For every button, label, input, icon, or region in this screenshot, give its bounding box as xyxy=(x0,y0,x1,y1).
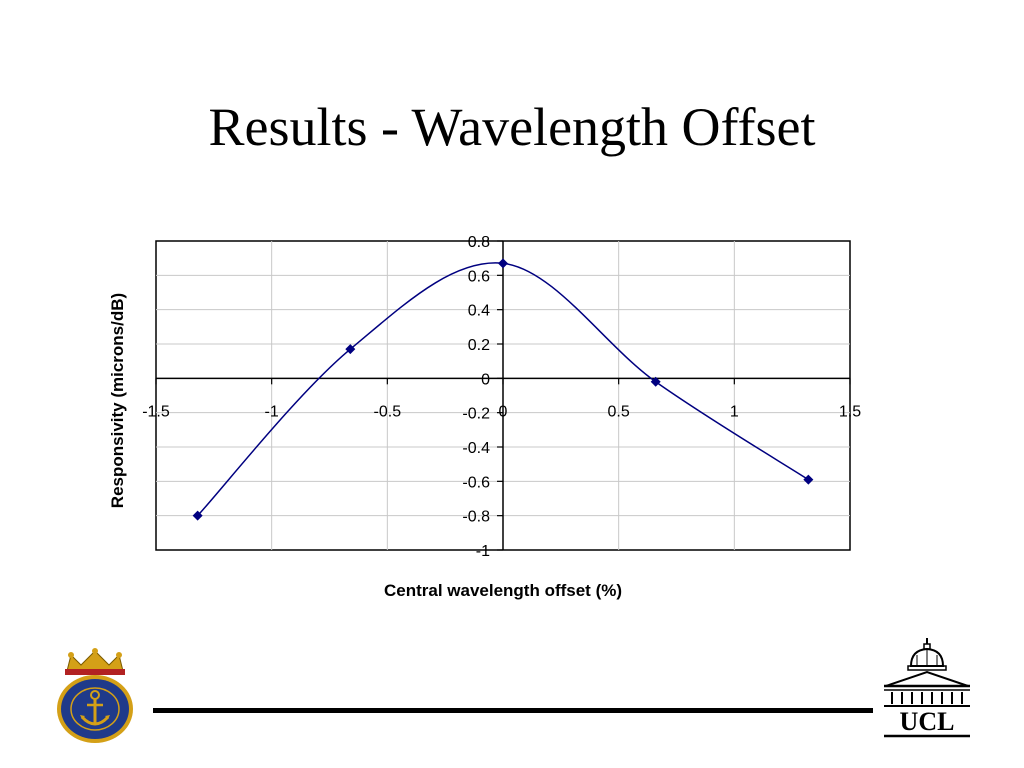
x-tick-label: 0 xyxy=(499,403,508,420)
x-tick-label: 0.5 xyxy=(608,403,630,420)
y-tick-label: 0 xyxy=(481,371,490,388)
data-point-marker xyxy=(192,510,203,521)
footer-rule xyxy=(153,708,873,713)
y-tick-label: -0.6 xyxy=(462,474,490,491)
x-tick-label: 1.5 xyxy=(839,403,861,420)
data-point-marker xyxy=(345,344,356,355)
y-tick-label: 0.4 xyxy=(468,303,490,320)
y-tick-label: -0.2 xyxy=(462,406,490,423)
anchor-crest-icon xyxy=(57,648,133,743)
y-tick-label: 0.2 xyxy=(468,337,490,354)
x-tick-labels: -1.5 -1 -0.5 0 0.5 1 1.5 xyxy=(142,403,861,420)
x-tick-label: -1 xyxy=(265,403,279,420)
x-axis-title: Central wavelength offset (%) xyxy=(384,581,622,600)
y-tick-labels: 0.8 0.6 0.4 0.2 0 -0.2 -0.4 -0.6 -0.8 -1 xyxy=(462,234,490,560)
y-tick-label: 0.6 xyxy=(468,268,490,285)
data-point-marker xyxy=(803,474,814,485)
series-layer xyxy=(192,258,814,521)
axes xyxy=(156,241,850,550)
x-tick-label: 1 xyxy=(730,403,739,420)
y-tick-label: -0.4 xyxy=(462,440,490,457)
y-tick-label: -1 xyxy=(476,543,490,560)
data-point-marker xyxy=(650,376,661,387)
tick-marks xyxy=(155,240,851,551)
ucl-portico-icon: UCL xyxy=(884,638,970,738)
slide-title: Results - Wavelength Offset xyxy=(208,97,816,157)
y-tick-label: -0.8 xyxy=(462,509,490,526)
x-tick-label: -1.5 xyxy=(142,403,170,420)
ucl-wordmark: UCL xyxy=(900,707,955,736)
y-axis-title: Responsivity (microns/dB) xyxy=(108,293,127,508)
x-tick-label: -0.5 xyxy=(374,403,402,420)
data-point-marker xyxy=(498,258,508,269)
y-tick-label: 0.8 xyxy=(468,234,490,251)
